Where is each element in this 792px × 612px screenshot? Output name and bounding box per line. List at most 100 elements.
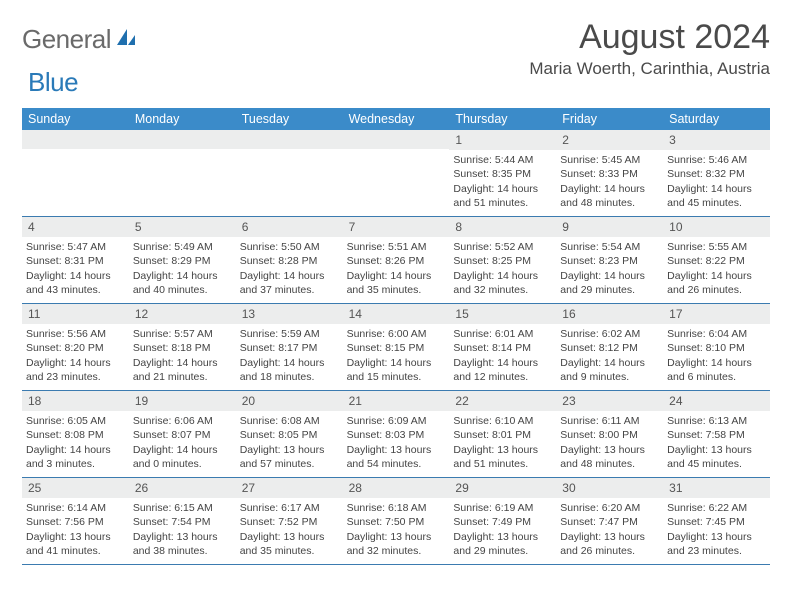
sunrise-text: Sunrise: 5:54 AM (560, 240, 659, 254)
week-row: 1Sunrise: 5:44 AMSunset: 8:35 PMDaylight… (22, 130, 770, 217)
daylight-text: Daylight: 13 hours and 23 minutes. (667, 530, 766, 558)
sunrise-text: Sunrise: 6:20 AM (560, 501, 659, 515)
sunset-text: Sunset: 8:14 PM (453, 341, 552, 355)
sunset-text: Sunset: 8:31 PM (26, 254, 125, 268)
weekday-label: Wednesday (343, 108, 450, 130)
daylight-text: Daylight: 14 hours and 12 minutes. (453, 356, 552, 384)
sunset-text: Sunset: 7:47 PM (560, 515, 659, 529)
day-number: 19 (129, 391, 236, 411)
daylight-text: Daylight: 14 hours and 18 minutes. (240, 356, 339, 384)
sunrise-text: Sunrise: 6:15 AM (133, 501, 232, 515)
day-cell: 25Sunrise: 6:14 AMSunset: 7:56 PMDayligh… (22, 478, 129, 564)
day-cell: 24Sunrise: 6:13 AMSunset: 7:58 PMDayligh… (663, 391, 770, 477)
day-number: 14 (343, 304, 450, 324)
daylight-text: Daylight: 14 hours and 3 minutes. (26, 443, 125, 471)
day-cell: 2Sunrise: 5:45 AMSunset: 8:33 PMDaylight… (556, 130, 663, 216)
sunset-text: Sunset: 8:29 PM (133, 254, 232, 268)
day-number: 17 (663, 304, 770, 324)
day-cell: 7Sunrise: 5:51 AMSunset: 8:26 PMDaylight… (343, 217, 450, 303)
brand-left: General (22, 24, 111, 55)
day-cell (343, 130, 450, 216)
sunrise-text: Sunrise: 6:05 AM (26, 414, 125, 428)
daylight-text: Daylight: 14 hours and 37 minutes. (240, 269, 339, 297)
day-cell: 23Sunrise: 6:11 AMSunset: 8:00 PMDayligh… (556, 391, 663, 477)
day-cell: 20Sunrise: 6:08 AMSunset: 8:05 PMDayligh… (236, 391, 343, 477)
week-row: 11Sunrise: 5:56 AMSunset: 8:20 PMDayligh… (22, 304, 770, 391)
day-number: 27 (236, 478, 343, 498)
day-number: 9 (556, 217, 663, 237)
day-cell: 13Sunrise: 5:59 AMSunset: 8:17 PMDayligh… (236, 304, 343, 390)
day-number (236, 130, 343, 149)
day-cell: 5Sunrise: 5:49 AMSunset: 8:29 PMDaylight… (129, 217, 236, 303)
day-cell: 15Sunrise: 6:01 AMSunset: 8:14 PMDayligh… (449, 304, 556, 390)
sunrise-text: Sunrise: 5:56 AM (26, 327, 125, 341)
day-cell: 19Sunrise: 6:06 AMSunset: 8:07 PMDayligh… (129, 391, 236, 477)
sunset-text: Sunset: 7:52 PM (240, 515, 339, 529)
day-cell: 10Sunrise: 5:55 AMSunset: 8:22 PMDayligh… (663, 217, 770, 303)
sunrise-text: Sunrise: 6:18 AM (347, 501, 446, 515)
day-number: 8 (449, 217, 556, 237)
sunset-text: Sunset: 7:50 PM (347, 515, 446, 529)
day-cell (22, 130, 129, 216)
day-number: 1 (449, 130, 556, 150)
daylight-text: Daylight: 13 hours and 41 minutes. (26, 530, 125, 558)
sunrise-text: Sunrise: 6:02 AM (560, 327, 659, 341)
day-number: 23 (556, 391, 663, 411)
week-row: 4Sunrise: 5:47 AMSunset: 8:31 PMDaylight… (22, 217, 770, 304)
sunset-text: Sunset: 8:28 PM (240, 254, 339, 268)
sunset-text: Sunset: 8:17 PM (240, 341, 339, 355)
sunset-text: Sunset: 8:03 PM (347, 428, 446, 442)
weekday-header: Sunday Monday Tuesday Wednesday Thursday… (22, 108, 770, 130)
day-number: 11 (22, 304, 129, 324)
sunrise-text: Sunrise: 6:14 AM (26, 501, 125, 515)
daylight-text: Daylight: 14 hours and 35 minutes. (347, 269, 446, 297)
day-number: 13 (236, 304, 343, 324)
sunrise-text: Sunrise: 6:13 AM (667, 414, 766, 428)
sunset-text: Sunset: 8:33 PM (560, 167, 659, 181)
sunrise-text: Sunrise: 6:17 AM (240, 501, 339, 515)
day-cell: 9 Sunrise: 5:54 AMSunset: 8:23 PMDaylight… (556, 217, 663, 303)
day-cell: 29Sunrise: 6:19 AMSunset: 7:49 PMDayligh… (449, 478, 556, 564)
sunset-text: Sunset: 8:23 PM (560, 254, 659, 268)
sunset-text: Sunset: 8:35 PM (453, 167, 552, 181)
month-title: August 2024 (529, 18, 770, 57)
daylight-text: Daylight: 14 hours and 51 minutes. (453, 182, 552, 210)
sunrise-text: Sunrise: 5:50 AM (240, 240, 339, 254)
day-number: 21 (343, 391, 450, 411)
sunset-text: Sunset: 8:00 PM (560, 428, 659, 442)
sunrise-text: Sunrise: 6:06 AM (133, 414, 232, 428)
day-number: 3 (663, 130, 770, 150)
daylight-text: Daylight: 14 hours and 23 minutes. (26, 356, 125, 384)
sunset-text: Sunset: 7:45 PM (667, 515, 766, 529)
sunrise-text: Sunrise: 5:47 AM (26, 240, 125, 254)
day-cell: 14Sunrise: 6:00 AMSunset: 8:15 PMDayligh… (343, 304, 450, 390)
daylight-text: Daylight: 14 hours and 15 minutes. (347, 356, 446, 384)
sunset-text: Sunset: 7:54 PM (133, 515, 232, 529)
day-number: 30 (556, 478, 663, 498)
daylight-text: Daylight: 14 hours and 45 minutes. (667, 182, 766, 210)
daylight-text: Daylight: 13 hours and 38 minutes. (133, 530, 232, 558)
sunrise-text: Sunrise: 5:51 AM (347, 240, 446, 254)
day-cell (129, 130, 236, 216)
day-number (129, 130, 236, 149)
weekday-label: Monday (129, 108, 236, 130)
day-number: 28 (343, 478, 450, 498)
day-number: 16 (556, 304, 663, 324)
weekday-label: Thursday (449, 108, 556, 130)
daylight-text: Daylight: 14 hours and 29 minutes. (560, 269, 659, 297)
day-cell: 1Sunrise: 5:44 AMSunset: 8:35 PMDaylight… (449, 130, 556, 216)
daylight-text: Daylight: 14 hours and 48 minutes. (560, 182, 659, 210)
day-cell: 26Sunrise: 6:15 AMSunset: 7:54 PMDayligh… (129, 478, 236, 564)
daylight-text: Daylight: 13 hours and 54 minutes. (347, 443, 446, 471)
weekday-label: Friday (556, 108, 663, 130)
daylight-text: Daylight: 14 hours and 26 minutes. (667, 269, 766, 297)
sunset-text: Sunset: 7:58 PM (667, 428, 766, 442)
weeks-container: 1Sunrise: 5:44 AMSunset: 8:35 PMDaylight… (22, 130, 770, 565)
sail-icon (115, 27, 137, 52)
day-cell: 16Sunrise: 6:02 AMSunset: 8:12 PMDayligh… (556, 304, 663, 390)
sunset-text: Sunset: 8:26 PM (347, 254, 446, 268)
day-cell: 30Sunrise: 6:20 AMSunset: 7:47 PMDayligh… (556, 478, 663, 564)
sunrise-text: Sunrise: 5:55 AM (667, 240, 766, 254)
sunrise-text: Sunrise: 5:57 AM (133, 327, 232, 341)
week-row: 18Sunrise: 6:05 AMSunset: 8:08 PMDayligh… (22, 391, 770, 478)
